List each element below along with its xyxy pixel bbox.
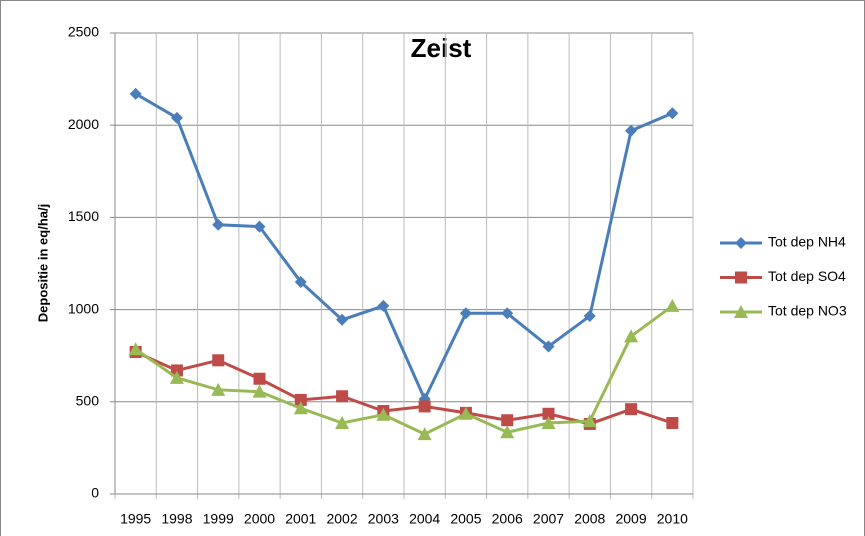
- y-tick-label: 1500: [68, 208, 99, 224]
- marker: [169, 370, 184, 384]
- marker: [170, 364, 183, 377]
- x-tick-label: 1999: [203, 511, 234, 527]
- chart-title: Zeist: [411, 33, 472, 63]
- marker: [500, 425, 515, 439]
- y-tick-label: 2000: [68, 116, 99, 132]
- marker: [542, 407, 555, 420]
- marker: [625, 403, 638, 416]
- x-tick-label: 2004: [409, 511, 440, 527]
- marker: [583, 310, 596, 323]
- y-tick-label: 1000: [68, 300, 99, 316]
- y-tick-label: 2500: [68, 24, 99, 40]
- marker: [582, 414, 597, 428]
- y-tick-label: 500: [76, 393, 100, 409]
- marker: [211, 382, 226, 396]
- marker: [129, 87, 142, 100]
- x-tick-label: 2003: [368, 511, 399, 527]
- marker: [501, 307, 514, 320]
- y-axis-label: Depositie in eq/ha/j: [35, 204, 50, 322]
- marker: [170, 111, 183, 124]
- x-tick-label: 2001: [285, 511, 316, 527]
- marker: [294, 393, 307, 406]
- y-tick-label: 0: [91, 485, 99, 501]
- x-tick-label: 1995: [120, 511, 151, 527]
- series: [129, 87, 679, 406]
- marker: [336, 390, 349, 403]
- legend-label: Tot dep NO3: [768, 303, 847, 319]
- marker: [459, 307, 472, 320]
- marker: [417, 427, 432, 441]
- x-tick-label: 2002: [326, 511, 357, 527]
- marker: [252, 384, 267, 398]
- marker: [376, 407, 391, 421]
- marker: [625, 124, 638, 137]
- marker: [294, 275, 307, 288]
- x-tick-label: 2000: [244, 511, 275, 527]
- marker: [293, 401, 308, 415]
- marker: [377, 299, 390, 312]
- x-tick-label: 2010: [657, 511, 688, 527]
- marker: [666, 107, 679, 120]
- x-tick-label: 2005: [450, 511, 481, 527]
- marker: [458, 406, 473, 420]
- marker: [335, 416, 350, 430]
- marker: [253, 220, 266, 233]
- marker: [665, 298, 680, 312]
- legend-marker: [735, 271, 747, 284]
- marker: [212, 354, 225, 367]
- x-tick-label: 1998: [161, 511, 192, 527]
- marker: [336, 313, 349, 326]
- marker: [624, 329, 639, 343]
- legend-label: Tot dep NH4: [768, 234, 846, 250]
- marker: [501, 414, 514, 427]
- marker: [542, 340, 555, 353]
- marker: [253, 372, 266, 385]
- x-tick-label: 2007: [533, 511, 564, 527]
- marker: [212, 218, 225, 231]
- marker: [128, 342, 143, 356]
- legend-marker: [734, 305, 748, 318]
- series: [128, 298, 680, 441]
- line: [134, 304, 674, 436]
- line: [134, 92, 673, 403]
- legend-marker: [735, 237, 747, 249]
- x-tick-label: 2008: [574, 511, 605, 527]
- legend-label: Tot dep SO4: [768, 268, 846, 284]
- marker: [541, 416, 556, 430]
- marker: [418, 400, 431, 413]
- marker: [666, 417, 679, 430]
- x-tick-label: 2009: [615, 511, 646, 527]
- x-tick-label: 2006: [492, 511, 523, 527]
